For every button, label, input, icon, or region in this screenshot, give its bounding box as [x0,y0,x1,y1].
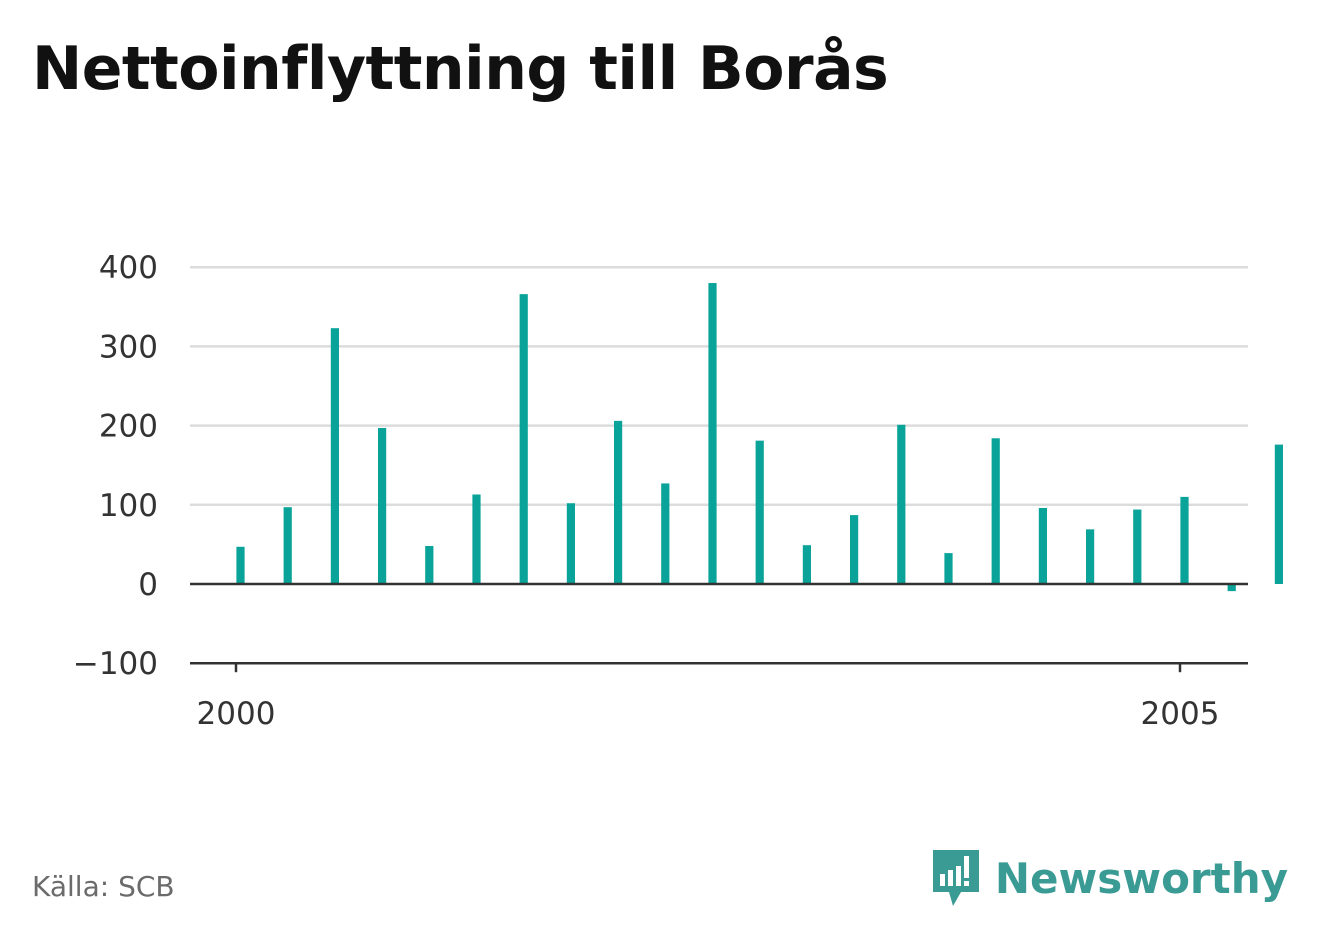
bar-2003-Q3 [897,424,906,584]
bar-2004-Q1 [991,438,1000,584]
newsworthy-logo-icon [932,850,979,906]
bar-2002-Q4 [755,440,764,584]
y-tick-label: 300 [99,329,158,365]
bar-2000-Q2 [283,507,292,584]
bar-2002-Q3 [708,283,717,584]
source-note: Källa: SCB [32,870,175,903]
y-tick-label: 400 [99,250,158,286]
gridlines [190,265,1248,507]
bars [236,283,1283,592]
axes [190,582,1248,673]
x-tick-label: 2000 [197,696,276,732]
bar-2000-Q1 [236,546,245,584]
x-tick-label: 2005 [1141,696,1220,732]
bar-2004-Q4 [1133,509,1142,584]
brand-logo: Newsworthy [931,848,1288,908]
bar-2001-Q4 [566,503,575,584]
bar-2003-Q2 [850,515,859,584]
bar-2004-Q3 [1086,529,1095,584]
bar-2005-Q3 [1274,444,1283,584]
bar-2002-Q2 [661,483,670,584]
bar-2001-Q2 [472,494,481,584]
y-tick-labels: −100 0 100 200 300 400 [73,250,158,682]
bar-2001-Q1 [425,545,434,584]
bar-2000-Q4 [378,427,387,584]
y-tick-label: 100 [99,488,158,524]
bar-2002-Q1 [614,420,623,584]
x-tick-labels: 200020052010201520202025 [197,696,1220,732]
bar-2003-Q1 [802,545,811,584]
bar-2005-Q2 [1227,584,1236,592]
y-tick-label: −100 [73,646,158,682]
y-tick-label: 200 [99,409,158,445]
chart-title: Nettoinflyttning till Borås [32,34,889,104]
bar-2001-Q3 [519,294,528,584]
brand-name: Newsworthy [994,853,1288,903]
bar-2004-Q2 [1038,507,1047,584]
bar-2000-Q3 [330,328,339,584]
bar-2005-Q1 [1180,496,1189,584]
y-tick-label: 0 [138,567,158,603]
bar-2003-Q4 [944,553,953,584]
